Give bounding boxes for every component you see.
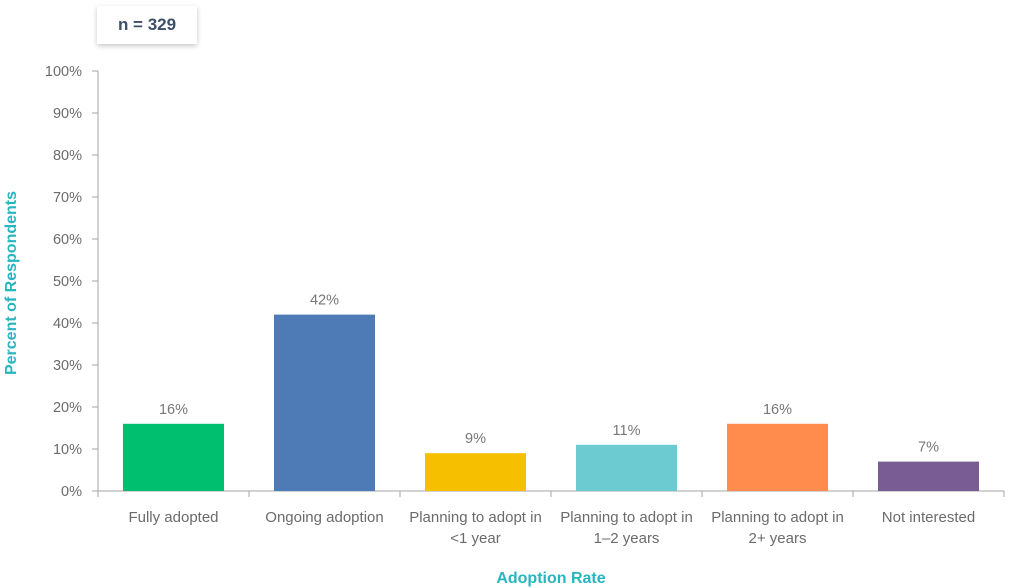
y-tick-label: 50%: [53, 274, 82, 290]
y-axis-title: Percent of Respondents: [3, 191, 20, 375]
data-label: 16%: [763, 402, 792, 418]
bar-3: [425, 453, 526, 491]
bar-4: [576, 444, 677, 491]
bar-1: [123, 423, 224, 491]
y-tick-label: 90%: [53, 106, 82, 122]
x-category-label: Ongoing adoption: [265, 509, 383, 526]
y-tick-label: 100%: [45, 64, 82, 80]
y-tick-label: 10%: [53, 442, 82, 458]
x-category-label: Not interested: [882, 509, 975, 526]
x-category-label: Planning to adopt in: [711, 509, 844, 526]
x-category-label: Planning to adopt in: [409, 509, 542, 526]
data-label: 16%: [159, 402, 188, 418]
bar-6: [878, 461, 979, 491]
bar-5: [727, 423, 828, 491]
y-tick-label: 60%: [53, 232, 82, 248]
bar-2: [274, 314, 375, 491]
y-tick-label: 0%: [61, 484, 82, 500]
x-category-label: 1–2 years: [594, 530, 660, 547]
data-label: 11%: [613, 423, 641, 439]
y-tick-label: 40%: [53, 316, 82, 332]
sample-size-badge: n = 329: [97, 6, 197, 44]
data-label: 7%: [918, 440, 939, 456]
x-category-label: Planning to adopt in: [560, 509, 693, 526]
x-category-label: 2+ years: [749, 530, 807, 547]
x-axis-title: Adoption Rate: [496, 570, 605, 587]
y-tick-label: 70%: [53, 190, 82, 206]
x-category-label: <1 year: [450, 530, 500, 547]
x-category-label: Fully adopted: [128, 509, 218, 526]
data-label: 42%: [310, 293, 339, 309]
sample-size-text: n = 329: [117, 15, 177, 34]
data-label: 9%: [465, 431, 486, 447]
y-tick-label: 80%: [53, 148, 82, 164]
y-tick-label: 20%: [53, 400, 82, 416]
y-tick-label: 30%: [53, 358, 82, 374]
